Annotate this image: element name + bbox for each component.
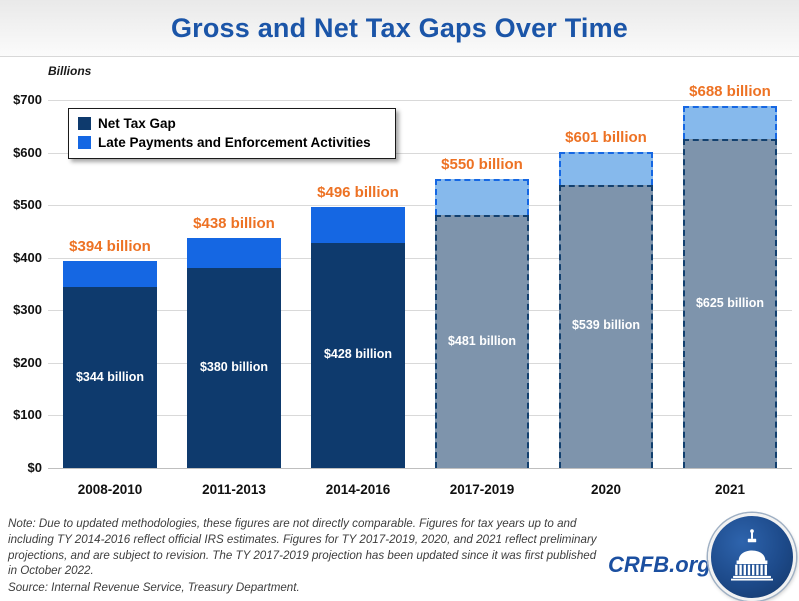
bar-segment-net-tax-gap-2021 (683, 139, 777, 468)
bar-segment-net-tax-gap-2017-2019 (435, 215, 529, 468)
y-axis-tick-label: $0 (27, 460, 42, 475)
x-axis-category-label: 2014-2016 (325, 482, 391, 497)
y-axis-tick-label: $400 (13, 249, 42, 265)
net-tax-gap-swatch-icon (78, 117, 91, 130)
gridline (48, 257, 792, 259)
bar-segment-late-payments-2020 (559, 152, 653, 185)
legend-label: Late Payments and Enforcement Activities (98, 135, 371, 150)
capitol-icon (731, 529, 773, 581)
bar-segment-net-tax-gap-2008-2010 (63, 287, 157, 468)
gross-total-label: $688 billion (689, 83, 771, 101)
net-value-label: $380 billion (199, 360, 269, 375)
bar-segment-net-tax-gap-2020 (559, 184, 653, 468)
x-axis-category-label: 2008-2010 (77, 482, 143, 497)
gross-total-label: $601 billion (565, 129, 647, 147)
gross-total-label: $394 billion (69, 237, 151, 255)
legend-label: Net Tax Gap (98, 116, 176, 131)
net-value-label: $625 billion (695, 295, 765, 310)
footnote-text: Note: Due to updated methodologies, thes… (8, 517, 597, 578)
bar-segment-late-payments-2008-2010 (63, 260, 157, 288)
late-payments-swatch-icon (78, 136, 91, 149)
gridline (48, 100, 792, 101)
x-axis-category-label: 2011-2013 (202, 482, 266, 497)
x-axis-category-label: 2021 (714, 482, 746, 497)
y-axis-tick-label: $300 (13, 302, 42, 318)
bar-segment-net-tax-gap-2014-2016 (311, 242, 405, 468)
page-title: Gross and Net Tax Gaps Over Time (170, 12, 629, 43)
y-axis-unit-label: Billions (48, 64, 92, 78)
bar-segment-net-tax-gap-2011-2013 (187, 268, 281, 468)
legend-item-late-payments: Late Payments and Enforcement Activities (78, 133, 386, 152)
gridline (48, 310, 792, 312)
x-axis-category-label: 2020 (590, 482, 622, 497)
bar-segment-late-payments-2021 (683, 106, 777, 140)
gridline (48, 152, 792, 154)
x-axis-category-label: 2017-2019 (449, 482, 515, 497)
gross-total-label: $438 billion (193, 214, 275, 232)
gridline (48, 205, 792, 207)
y-axis-tick-label: $100 (13, 407, 42, 423)
gridline (48, 415, 792, 417)
legend-item-net-tax-gap: Net Tax Gap (78, 114, 386, 133)
chart-legend: Net Tax Gap Late Payments and Enforcemen… (68, 108, 396, 159)
gridline (48, 362, 792, 364)
x-axis-line (48, 468, 792, 469)
gross-total-label: $550 billion (441, 155, 523, 173)
y-axis-tick-label: $200 (13, 354, 42, 370)
header-band: Gross and Net Tax Gaps Over Time (0, 0, 799, 57)
y-axis-tick-label: $600 (13, 144, 42, 160)
bar-segment-late-payments-2017-2019 (435, 178, 529, 216)
y-axis-tick-label: $700 (13, 92, 42, 107)
bar-segment-late-payments-2014-2016 (311, 207, 405, 243)
y-axis-tick-label: $500 (13, 197, 42, 213)
net-value-label: $481 billion (447, 333, 517, 348)
source-text: Source: Internal Revenue Service, Treasu… (8, 581, 300, 595)
net-value-label: $344 billion (75, 369, 145, 384)
crfb-site-label: CRFB.org (608, 552, 711, 577)
bar-segment-late-payments-2011-2013 (187, 237, 281, 269)
crfb-capitol-logo-icon (708, 513, 796, 601)
gross-total-label: $496 billion (317, 184, 399, 202)
net-value-label: $428 billion (323, 347, 393, 362)
net-value-label: $539 billion (571, 318, 641, 333)
footnote: Note: Due to updated methodologies, thes… (8, 516, 608, 596)
